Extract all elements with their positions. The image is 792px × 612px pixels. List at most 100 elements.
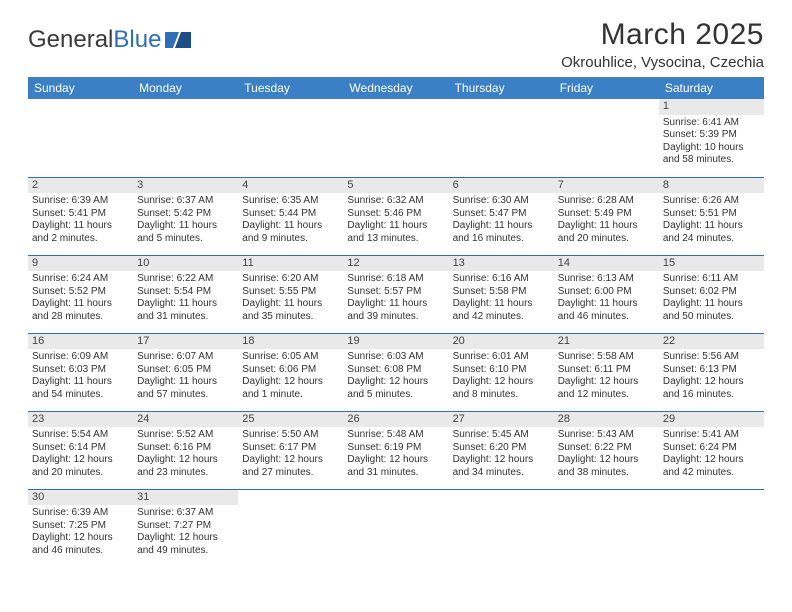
logo: GeneralBlue (28, 18, 193, 54)
calendar-day-cell: 15Sunrise: 6:11 AMSunset: 6:02 PMDayligh… (659, 255, 764, 333)
daylight-text: Daylight: 12 hours and 16 minutes. (663, 376, 760, 401)
sunrise-text: Sunrise: 5:52 AM (137, 429, 234, 442)
day-number: 22 (659, 334, 764, 350)
sunrise-text: Sunrise: 6:20 AM (242, 273, 339, 286)
calendar-day-cell (343, 99, 448, 177)
calendar-day-cell: 19Sunrise: 6:03 AMSunset: 6:08 PMDayligh… (343, 333, 448, 411)
calendar-week-row: 1 Sunrise: 6:41 AMSunset: 5:39 PMDaylight… (28, 99, 764, 177)
calendar-day-cell: 9Sunrise: 6:24 AMSunset: 5:52 PMDaylight… (28, 255, 133, 333)
calendar-day-cell: 1 Sunrise: 6:41 AMSunset: 5:39 PMDaylight… (659, 99, 764, 177)
calendar-day-cell: 17Sunrise: 6:07 AMSunset: 6:05 PMDayligh… (133, 333, 238, 411)
calendar-week-row: 30Sunrise: 6:39 AMSunset: 7:25 PMDayligh… (28, 489, 764, 567)
sunset-text: Sunset: 6:06 PM (242, 364, 339, 377)
calendar-day-cell: 20Sunrise: 6:01 AMSunset: 6:10 PMDayligh… (449, 333, 554, 411)
calendar-day-cell (133, 99, 238, 177)
weekday-header: Friday (554, 77, 659, 99)
calendar-day-cell: 3Sunrise: 6:37 AMSunset: 5:42 PMDaylight… (133, 177, 238, 255)
sunset-text: Sunset: 5:39 PM (663, 129, 760, 142)
sunrise-text: Sunrise: 6:18 AM (347, 273, 444, 286)
daylight-text: Daylight: 12 hours and 1 minute. (242, 376, 339, 401)
day-number: 21 (554, 334, 659, 350)
location-subtitle: Okrouhlice, Vysocina, Czechia (561, 54, 764, 71)
day-number: 24 (133, 412, 238, 428)
sunrise-text: Sunrise: 6:09 AM (32, 351, 129, 364)
weekday-header: Wednesday (343, 77, 448, 99)
day-number: 1 (659, 99, 764, 115)
sunset-text: Sunset: 5:46 PM (347, 208, 444, 221)
sunrise-text: Sunrise: 6:03 AM (347, 351, 444, 364)
daylight-text: Daylight: 12 hours and 8 minutes. (453, 376, 550, 401)
weekday-header: Thursday (449, 77, 554, 99)
daylight-text: Daylight: 12 hours and 49 minutes. (137, 532, 234, 557)
calendar-day-cell: 26Sunrise: 5:48 AMSunset: 6:19 PMDayligh… (343, 411, 448, 489)
daylight-text: Daylight: 12 hours and 42 minutes. (663, 454, 760, 479)
sunrise-text: Sunrise: 6:28 AM (558, 195, 655, 208)
sunset-text: Sunset: 5:58 PM (453, 286, 550, 299)
calendar-week-row: 9Sunrise: 6:24 AMSunset: 5:52 PMDaylight… (28, 255, 764, 333)
daylight-text: Daylight: 11 hours and 50 minutes. (663, 298, 760, 323)
calendar-day-cell: 4Sunrise: 6:35 AMSunset: 5:44 PMDaylight… (238, 177, 343, 255)
sunset-text: Sunset: 7:25 PM (32, 520, 129, 533)
day-number: 17 (133, 334, 238, 350)
sunrise-text: Sunrise: 5:54 AM (32, 429, 129, 442)
calendar-day-cell: 13Sunrise: 6:16 AMSunset: 5:58 PMDayligh… (449, 255, 554, 333)
daylight-text: Daylight: 12 hours and 38 minutes. (558, 454, 655, 479)
calendar-day-cell: 11Sunrise: 6:20 AMSunset: 5:55 PMDayligh… (238, 255, 343, 333)
daylight-text: Daylight: 11 hours and 24 minutes. (663, 220, 760, 245)
weekday-header: Saturday (659, 77, 764, 99)
sunset-text: Sunset: 5:41 PM (32, 208, 129, 221)
day-number: 10 (133, 256, 238, 272)
sunrise-text: Sunrise: 6:32 AM (347, 195, 444, 208)
calendar-day-cell: 8Sunrise: 6:26 AMSunset: 5:51 PMDaylight… (659, 177, 764, 255)
day-number: 13 (449, 256, 554, 272)
daylight-text: Daylight: 12 hours and 34 minutes. (453, 454, 550, 479)
day-number: 28 (554, 412, 659, 428)
sunrise-text: Sunrise: 6:16 AM (453, 273, 550, 286)
calendar-week-row: 23Sunrise: 5:54 AMSunset: 6:14 PMDayligh… (28, 411, 764, 489)
calendar-day-cell: 29Sunrise: 5:41 AMSunset: 6:24 PMDayligh… (659, 411, 764, 489)
sunset-text: Sunset: 6:16 PM (137, 442, 234, 455)
daylight-text: Daylight: 11 hours and 35 minutes. (242, 298, 339, 323)
daylight-text: Daylight: 11 hours and 42 minutes. (453, 298, 550, 323)
sunset-text: Sunset: 6:20 PM (453, 442, 550, 455)
calendar-day-cell: 2Sunrise: 6:39 AMSunset: 5:41 PMDaylight… (28, 177, 133, 255)
calendar-day-cell: 25Sunrise: 5:50 AMSunset: 6:17 PMDayligh… (238, 411, 343, 489)
day-number: 4 (238, 178, 343, 194)
sunset-text: Sunset: 6:00 PM (558, 286, 655, 299)
day-number: 8 (659, 178, 764, 194)
day-number: 20 (449, 334, 554, 350)
day-number: 30 (28, 490, 133, 506)
sunset-text: Sunset: 7:27 PM (137, 520, 234, 533)
sunset-text: Sunset: 5:57 PM (347, 286, 444, 299)
daylight-text: Daylight: 11 hours and 31 minutes. (137, 298, 234, 323)
sunrise-text: Sunrise: 6:11 AM (663, 273, 760, 286)
day-number: 6 (449, 178, 554, 194)
day-number: 11 (238, 256, 343, 272)
sunrise-text: Sunrise: 5:48 AM (347, 429, 444, 442)
daylight-text: Daylight: 10 hours and 58 minutes. (663, 142, 760, 167)
day-number: 27 (449, 412, 554, 428)
daylight-text: Daylight: 11 hours and 54 minutes. (32, 376, 129, 401)
sunrise-text: Sunrise: 6:39 AM (32, 195, 129, 208)
daylight-text: Daylight: 11 hours and 5 minutes. (137, 220, 234, 245)
daylight-text: Daylight: 11 hours and 57 minutes. (137, 376, 234, 401)
sunrise-text: Sunrise: 6:30 AM (453, 195, 550, 208)
calendar-week-row: 2Sunrise: 6:39 AMSunset: 5:41 PMDaylight… (28, 177, 764, 255)
calendar-day-cell (554, 99, 659, 177)
day-number: 23 (28, 412, 133, 428)
sunrise-text: Sunrise: 6:22 AM (137, 273, 234, 286)
sunrise-text: Sunrise: 6:13 AM (558, 273, 655, 286)
calendar-week-row: 16Sunrise: 6:09 AMSunset: 6:03 PMDayligh… (28, 333, 764, 411)
daylight-text: Daylight: 12 hours and 27 minutes. (242, 454, 339, 479)
sunset-text: Sunset: 5:55 PM (242, 286, 339, 299)
calendar-table: SundayMondayTuesdayWednesdayThursdayFrid… (28, 77, 764, 567)
daylight-text: Daylight: 11 hours and 2 minutes. (32, 220, 129, 245)
sunrise-text: Sunrise: 6:41 AM (663, 117, 760, 130)
daylight-text: Daylight: 12 hours and 20 minutes. (32, 454, 129, 479)
weekday-header: Tuesday (238, 77, 343, 99)
calendar-day-cell: 24Sunrise: 5:52 AMSunset: 6:16 PMDayligh… (133, 411, 238, 489)
sunset-text: Sunset: 5:49 PM (558, 208, 655, 221)
sunset-text: Sunset: 6:13 PM (663, 364, 760, 377)
page-header: GeneralBlue March 2025 Okrouhlice, Vysoc… (28, 18, 764, 71)
sunrise-text: Sunrise: 6:01 AM (453, 351, 550, 364)
